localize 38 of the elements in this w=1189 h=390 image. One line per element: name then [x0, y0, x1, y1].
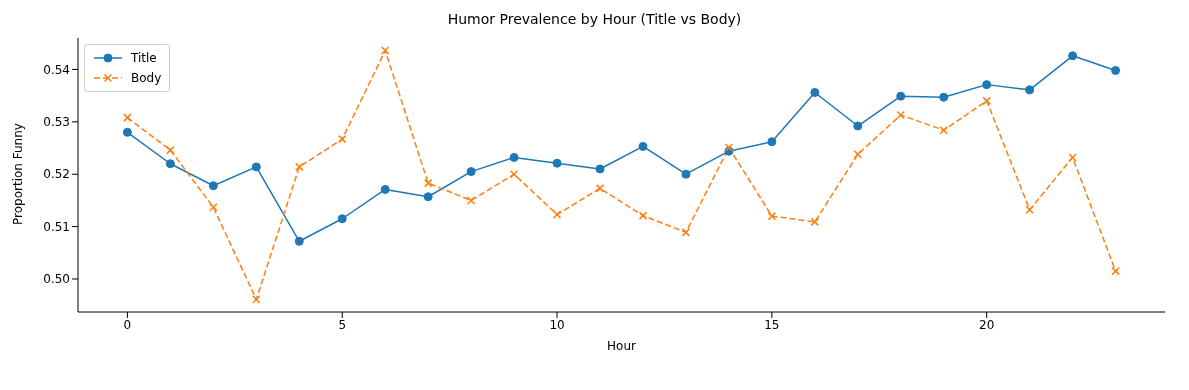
- y-tick-label: 0.50: [43, 272, 70, 287]
- point: [982, 80, 992, 90]
- point: [208, 181, 218, 191]
- point: [552, 158, 562, 168]
- point: [380, 184, 390, 194]
- legend-label: Title: [131, 51, 157, 65]
- point: [767, 137, 777, 147]
- point: [251, 162, 261, 172]
- point: [853, 121, 863, 131]
- y-tick-label: 0.54: [43, 62, 70, 77]
- point: [337, 214, 347, 224]
- y-tick-label: 0.53: [43, 115, 70, 130]
- point: [122, 127, 132, 137]
- point: [165, 159, 175, 169]
- point: [466, 167, 476, 177]
- point: [681, 169, 691, 179]
- chart-title: Humor Prevalence by Hour (Title vs Body): [446, 11, 743, 27]
- point: [595, 164, 605, 174]
- point: [294, 236, 304, 246]
- y-tick-label: 0.51: [43, 219, 70, 234]
- point: [638, 141, 648, 151]
- point: [896, 91, 906, 101]
- point: [810, 87, 820, 97]
- y-axis-title: Proportion Funny: [11, 123, 26, 225]
- legend-label: Body: [131, 71, 162, 85]
- x-axis-title: Hour: [607, 339, 637, 353]
- x-tick-label: 10: [549, 317, 565, 332]
- x-tick-label: 20: [979, 317, 995, 332]
- point: [509, 152, 519, 162]
- y-tick-label: 0.52: [43, 167, 70, 182]
- x-tick-label: 5: [338, 317, 347, 332]
- point: [1068, 51, 1078, 61]
- point: [1025, 85, 1035, 95]
- point: [423, 192, 433, 202]
- point: [1111, 65, 1121, 75]
- x-tick-label: 15: [764, 317, 780, 332]
- x-tick-label: 0: [123, 317, 132, 332]
- point: [939, 92, 949, 102]
